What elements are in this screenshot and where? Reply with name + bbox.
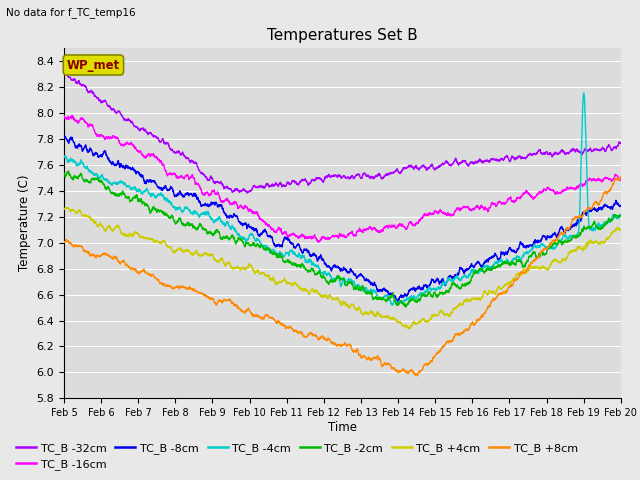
TC_B -8cm [124,165,132,171]
TC_B -16cm [68,113,76,119]
Line: TC_B -16cm: TC_B -16cm [64,116,621,242]
Line: TC_B +4cm: TC_B +4cm [64,207,621,329]
TC_B +8cm [157,280,164,286]
TC_B -32cm [606,144,614,150]
TC_B -2cm [402,304,410,310]
TC_B -8cm [274,242,282,248]
TC_B -2cm [298,261,306,267]
TC_B +8cm [60,240,68,245]
TC_B -32cm [60,70,68,75]
TC_B -16cm [124,140,132,146]
TC_B -4cm [60,154,68,160]
TC_B -2cm [157,208,164,214]
X-axis label: Time: Time [328,421,357,434]
TC_B +8cm [124,263,131,269]
TC_B -2cm [274,253,282,259]
TC_B +8cm [274,320,282,325]
TC_B -2cm [606,218,614,224]
Title: Temperatures Set B: Temperatures Set B [267,28,418,43]
TC_B -2cm [124,196,132,202]
TC_B +8cm [617,174,625,180]
TC_B -16cm [60,113,68,119]
TC_B +4cm [60,206,68,212]
Line: TC_B -2cm: TC_B -2cm [64,171,621,307]
Line: TC_B +8cm: TC_B +8cm [64,177,621,376]
TC_B -8cm [157,185,164,191]
Legend: TC_B -32cm, TC_B -16cm, TC_B -8cm, TC_B -4cm, TC_B -2cm, TC_B +4cm, TC_B +8cm: TC_B -32cm, TC_B -16cm, TC_B -8cm, TC_B … [12,438,582,474]
TC_B +8cm [413,373,421,379]
TC_B +4cm [124,232,132,238]
TC_B -8cm [61,133,68,139]
Y-axis label: Temperature (C): Temperature (C) [18,175,31,272]
TC_B -32cm [617,141,625,146]
TC_B -4cm [606,217,614,223]
TC_B -4cm [298,254,305,260]
TC_B -8cm [547,233,554,239]
TC_B -32cm [274,182,282,188]
Text: No data for f_TC_temp16: No data for f_TC_temp16 [6,7,136,18]
TC_B -2cm [60,171,68,177]
TC_B +4cm [406,326,413,332]
TC_B -4cm [157,191,164,197]
TC_B +4cm [64,204,72,210]
TC_B -8cm [298,250,306,255]
TC_B -4cm [617,212,625,217]
TC_B -8cm [617,204,625,209]
TC_B -2cm [65,168,72,174]
TC_B -16cm [274,228,282,233]
TC_B +4cm [274,280,282,286]
TC_B -16cm [547,187,554,192]
TC_B +8cm [546,240,554,246]
TC_B -4cm [388,302,396,308]
TC_B -4cm [124,184,131,190]
Line: TC_B -8cm: TC_B -8cm [64,136,621,302]
TC_B -16cm [314,240,322,245]
TC_B -32cm [547,151,554,156]
TC_B -16cm [157,157,164,163]
TC_B +4cm [157,240,164,245]
Line: TC_B -32cm: TC_B -32cm [64,71,621,193]
TC_B -16cm [606,176,614,182]
TC_B -8cm [60,134,68,140]
TC_B -32cm [124,118,132,123]
TC_B -8cm [606,205,614,211]
TC_B +4cm [606,233,614,239]
Line: TC_B -4cm: TC_B -4cm [64,93,621,305]
TC_B -32cm [61,68,69,73]
TC_B +8cm [298,330,305,336]
TC_B -16cm [298,232,306,238]
TC_B +4cm [617,227,625,233]
TC_B -2cm [617,213,625,219]
TC_B -4cm [580,90,588,96]
TC_B -32cm [298,177,306,182]
TC_B -8cm [394,300,401,305]
TC_B -4cm [546,245,554,251]
TC_B -16cm [617,177,625,182]
TC_B +8cm [606,188,614,194]
Text: WP_met: WP_met [67,59,120,72]
TC_B -32cm [157,139,164,145]
TC_B -2cm [547,243,554,249]
TC_B +4cm [547,262,554,268]
TC_B +4cm [298,286,306,291]
TC_B -4cm [274,251,282,257]
TC_B -32cm [243,190,251,196]
